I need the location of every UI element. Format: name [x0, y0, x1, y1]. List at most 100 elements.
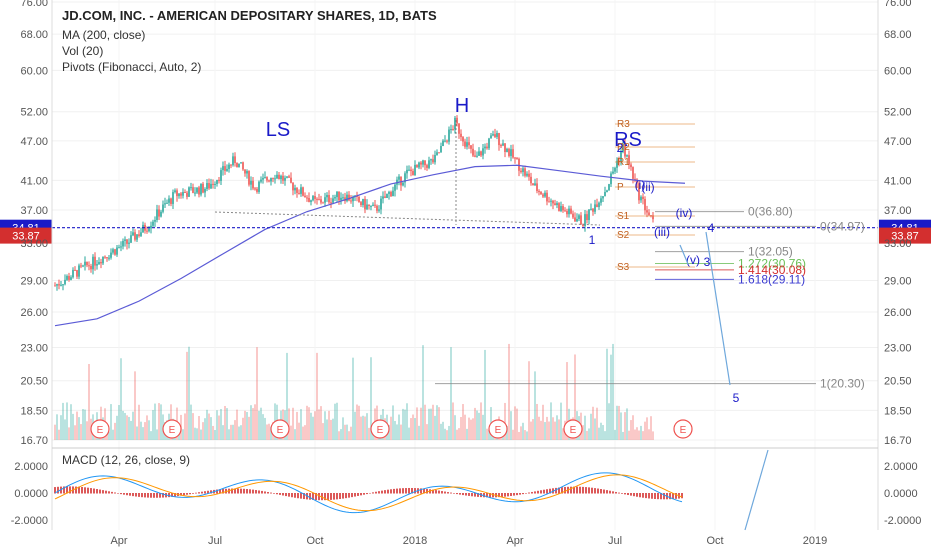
candle-body — [258, 181, 260, 192]
volume-bar — [260, 407, 262, 440]
macd-histogram-bar — [156, 493, 158, 498]
volume-bar — [450, 347, 452, 440]
macd-histogram-bar — [606, 490, 608, 494]
macd-histogram-bar — [354, 493, 356, 497]
candle-body — [506, 148, 508, 152]
candle-body — [504, 143, 506, 152]
candle-body — [310, 200, 312, 202]
macd-histogram-bar — [243, 488, 245, 494]
candle-body — [532, 183, 534, 186]
volume-bar — [602, 425, 604, 440]
macd-histogram-bar — [633, 493, 635, 497]
candle-body — [574, 217, 576, 222]
volume-bar — [332, 418, 334, 440]
volume-bar — [186, 351, 188, 440]
candle-body — [212, 183, 214, 185]
volume-bar — [458, 428, 460, 440]
volume-bar — [428, 408, 430, 440]
volume-bar — [126, 415, 128, 440]
candle-body — [562, 206, 564, 211]
macd-histogram-bar — [105, 490, 107, 494]
volume-bar — [318, 409, 320, 440]
volume-bar — [74, 425, 76, 440]
volume-bar — [340, 429, 342, 440]
candle-body — [484, 146, 486, 149]
macd-histogram-bar — [507, 493, 509, 497]
price-tick-left: 20.50 — [20, 376, 48, 388]
candle-body — [488, 138, 490, 149]
macd-histogram-bar — [636, 493, 638, 497]
candle-body — [648, 212, 650, 216]
candle-body — [112, 249, 114, 253]
price-tick-left: 60.00 — [20, 65, 48, 77]
macd-histogram-bar — [642, 493, 644, 498]
candle-body — [158, 209, 160, 217]
macd-histogram-bar — [159, 493, 161, 498]
volume-bar — [124, 412, 126, 440]
volume-bar — [430, 408, 432, 440]
annotations: LS H RS 0(36.80) 0(34.97) 1(32.05)1.272(30.76… — [0, 95, 931, 405]
candle-body — [260, 179, 262, 182]
volume-bar — [342, 417, 344, 440]
candle-body — [118, 247, 120, 249]
volume-bar — [516, 408, 518, 440]
candle-body — [318, 199, 320, 201]
macd-tick-left: -2.0000 — [11, 515, 48, 527]
volume-bar — [584, 415, 586, 440]
volume-bar — [246, 412, 248, 440]
volume-bar — [114, 422, 116, 440]
candle-body — [590, 208, 592, 210]
macd-histogram-bar — [273, 493, 275, 494]
candle-body — [454, 117, 456, 130]
candle-body — [440, 145, 442, 153]
volume-bar — [416, 407, 418, 440]
earnings-marker — [673, 419, 693, 439]
candle-body — [334, 197, 336, 199]
candle-body — [592, 208, 594, 212]
macd-histogram-bar — [621, 493, 623, 494]
macd-histogram-bar — [597, 488, 599, 494]
candle-body — [188, 187, 190, 197]
candle-body — [384, 196, 386, 198]
macd-histogram-bar — [180, 493, 182, 496]
candle-body — [114, 249, 116, 255]
volume-bar — [432, 404, 434, 440]
macd-histogram-bar — [408, 487, 410, 494]
fib-label: 0(36.80) — [748, 205, 793, 219]
volume-bar — [80, 424, 82, 440]
candle-body — [460, 133, 462, 138]
candle-body — [320, 199, 322, 203]
macd-tick-left: 0.0000 — [14, 488, 48, 500]
volume-bar — [640, 425, 642, 440]
macd-histogram-bar — [672, 493, 674, 500]
candle-body — [110, 252, 112, 258]
candle-body — [306, 197, 308, 199]
macd-histogram-bar — [384, 490, 386, 494]
candle-body — [196, 187, 198, 193]
macd-histogram-bar — [93, 488, 95, 494]
candle-body — [652, 215, 654, 220]
candle-body — [106, 257, 108, 259]
candle-body — [200, 183, 202, 195]
candle-body — [622, 144, 624, 152]
price-badge-right — [879, 227, 931, 244]
candle-body — [382, 196, 384, 199]
volume-bar — [506, 425, 508, 440]
macd-histogram-bar — [450, 492, 452, 494]
price-badge-left — [0, 227, 52, 244]
volume-bar — [612, 343, 614, 440]
macd-histogram-bar — [195, 492, 197, 494]
volume-bar — [610, 354, 612, 440]
candle-body — [160, 211, 162, 217]
candles — [54, 115, 654, 291]
candle-body — [250, 180, 252, 185]
volume-bar — [414, 418, 416, 440]
candle-body — [344, 197, 346, 202]
wave-v-projection — [679, 244, 689, 265]
macd-histogram-bar — [294, 493, 296, 498]
macd-histogram-bar — [192, 493, 194, 494]
macd-histogram-bar — [348, 493, 350, 498]
volume-bar — [110, 404, 112, 440]
candle-body — [450, 129, 452, 131]
volume-bar — [288, 408, 290, 440]
